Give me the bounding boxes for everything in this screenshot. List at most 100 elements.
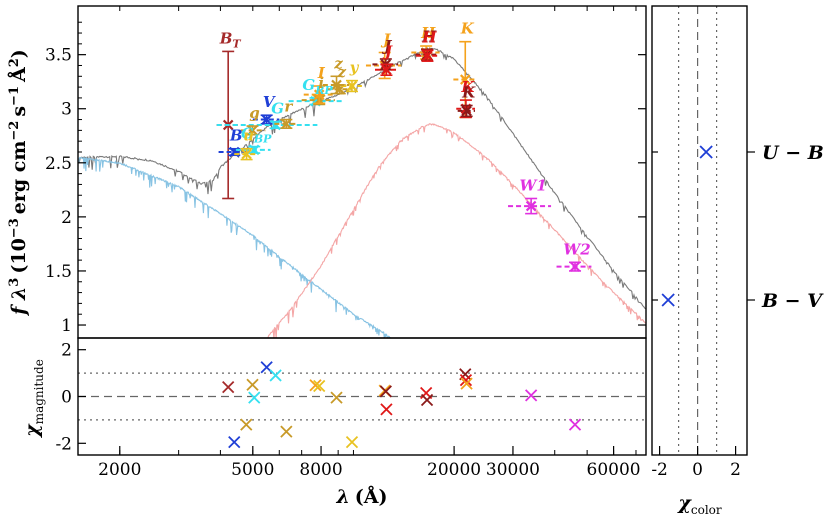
phot-label: GBP xyxy=(241,125,272,146)
x-tick-label: 8000 xyxy=(299,460,342,480)
residual-marker xyxy=(228,435,241,449)
x-tick-label: 5000 xyxy=(231,460,274,480)
model-spectrum-1 xyxy=(78,156,392,338)
phot-point xyxy=(274,118,298,130)
model-spectrum-2 xyxy=(267,123,646,338)
residual-marker xyxy=(379,385,392,398)
residual-y-tick-label: 2 xyxy=(61,341,72,361)
phot-marker xyxy=(422,50,433,62)
y-tick-label: 3 xyxy=(61,100,72,120)
phot-marker xyxy=(525,200,537,212)
residual-marker xyxy=(460,377,473,390)
sed-y-ticks: 1 1.5 2 2.5 3 3.5 xyxy=(45,21,646,336)
phot-marker xyxy=(241,148,252,160)
phot-point xyxy=(457,104,476,118)
model-spectrum-0 xyxy=(78,46,646,310)
x-tick-label: 30000 xyxy=(486,460,540,480)
phot-marker xyxy=(248,144,260,156)
residual-marker xyxy=(240,418,253,431)
phot-point xyxy=(235,144,271,156)
y-tick-label: 1 xyxy=(61,316,72,336)
phot-point xyxy=(508,197,552,215)
color-panel-frame xyxy=(651,5,748,456)
y-tick-label: 1.5 xyxy=(45,262,72,282)
residual-y-tick-label: 0 xyxy=(61,388,72,408)
sed-panel-frame xyxy=(77,5,647,339)
phot-label: I xyxy=(317,64,326,82)
residual-panel: -2 0 2 2000 5000 8000 20000 30000 60000 xyxy=(55,6,647,480)
residual-marker xyxy=(380,403,393,416)
x-tick-label: 2000 xyxy=(98,460,141,480)
residual-marker xyxy=(246,378,259,391)
phot-label: J xyxy=(380,31,391,49)
residual-marker xyxy=(568,418,582,431)
color-marker xyxy=(699,145,713,159)
color-points: U − B B − V xyxy=(652,142,824,312)
phot-label: z xyxy=(336,63,346,81)
color-reference-lines xyxy=(677,6,718,455)
phot-label: H xyxy=(421,28,437,46)
phot-point xyxy=(234,147,259,161)
y-tick-label: 2.5 xyxy=(45,154,72,174)
residual-y-tick-label: -2 xyxy=(55,434,72,454)
phot-point xyxy=(252,114,280,125)
x-axis-title: λ (Å) xyxy=(335,485,387,508)
phot-label: r xyxy=(284,98,293,116)
residual-marker xyxy=(222,381,235,394)
phot-label: W2 xyxy=(563,240,590,258)
residual-marker xyxy=(420,393,434,407)
color-x-tick-label: 0 xyxy=(692,460,703,480)
phot-marker xyxy=(569,261,581,272)
residual-x-ticks: 2000 5000 8000 20000 30000 60000 xyxy=(98,6,641,480)
phot-label: z xyxy=(333,54,343,72)
residual-points xyxy=(222,361,582,449)
color-row-label: B − V xyxy=(761,290,824,312)
photometry-points xyxy=(216,40,592,272)
phot-label: i xyxy=(318,74,324,92)
phot-label: K xyxy=(460,78,475,96)
phot-label: K xyxy=(461,83,476,101)
y-tick-label: 2 xyxy=(61,208,72,228)
phot-marker xyxy=(270,119,281,131)
residual-marker xyxy=(248,391,261,404)
residual-marker xyxy=(524,389,538,402)
residual-y-ticks: -2 0 2 xyxy=(55,341,86,454)
phot-marker xyxy=(461,105,472,117)
phot-point xyxy=(240,125,266,136)
phot-label: J xyxy=(382,42,393,60)
phot-marker xyxy=(331,79,342,91)
phot-point xyxy=(556,261,592,272)
residual-marker xyxy=(330,391,343,404)
phot-label: H xyxy=(420,24,436,42)
phot-label: u xyxy=(243,127,254,145)
residual-panel-frame xyxy=(77,337,647,456)
phot-point xyxy=(216,119,318,131)
phot-label: y xyxy=(349,59,360,77)
phot-label: H xyxy=(421,27,437,45)
residual-marker xyxy=(313,379,326,393)
y-axis-title: f λ3(10−3erg cm−2s−1Å2) xyxy=(7,49,30,317)
color-marker xyxy=(661,293,675,307)
phot-label: GRP xyxy=(302,76,333,97)
color-x-tick-label: 2 xyxy=(730,460,741,480)
x-tick-label: 60000 xyxy=(587,460,641,480)
residual-y-axis-title: χmagnitude xyxy=(21,359,46,439)
color-x-axis-title: χcolor xyxy=(676,492,722,514)
model-spectra xyxy=(78,46,646,338)
phot-marker xyxy=(313,89,325,100)
phot-label: V xyxy=(263,93,276,111)
phot-label: g xyxy=(249,104,260,122)
phot-marker xyxy=(247,125,258,136)
residual-marker xyxy=(280,425,293,438)
phot-label: J xyxy=(381,37,392,55)
residual-reference-lines xyxy=(78,372,646,421)
color-panel: U − B B − V -2 0 2 xyxy=(651,5,824,480)
x-tick-label: 20000 xyxy=(427,460,481,480)
color-x-tick-label: -2 xyxy=(651,460,668,480)
phot-label: B xyxy=(229,127,243,145)
color-ticks: -2 0 2 xyxy=(651,446,741,480)
phot-point xyxy=(322,75,350,95)
